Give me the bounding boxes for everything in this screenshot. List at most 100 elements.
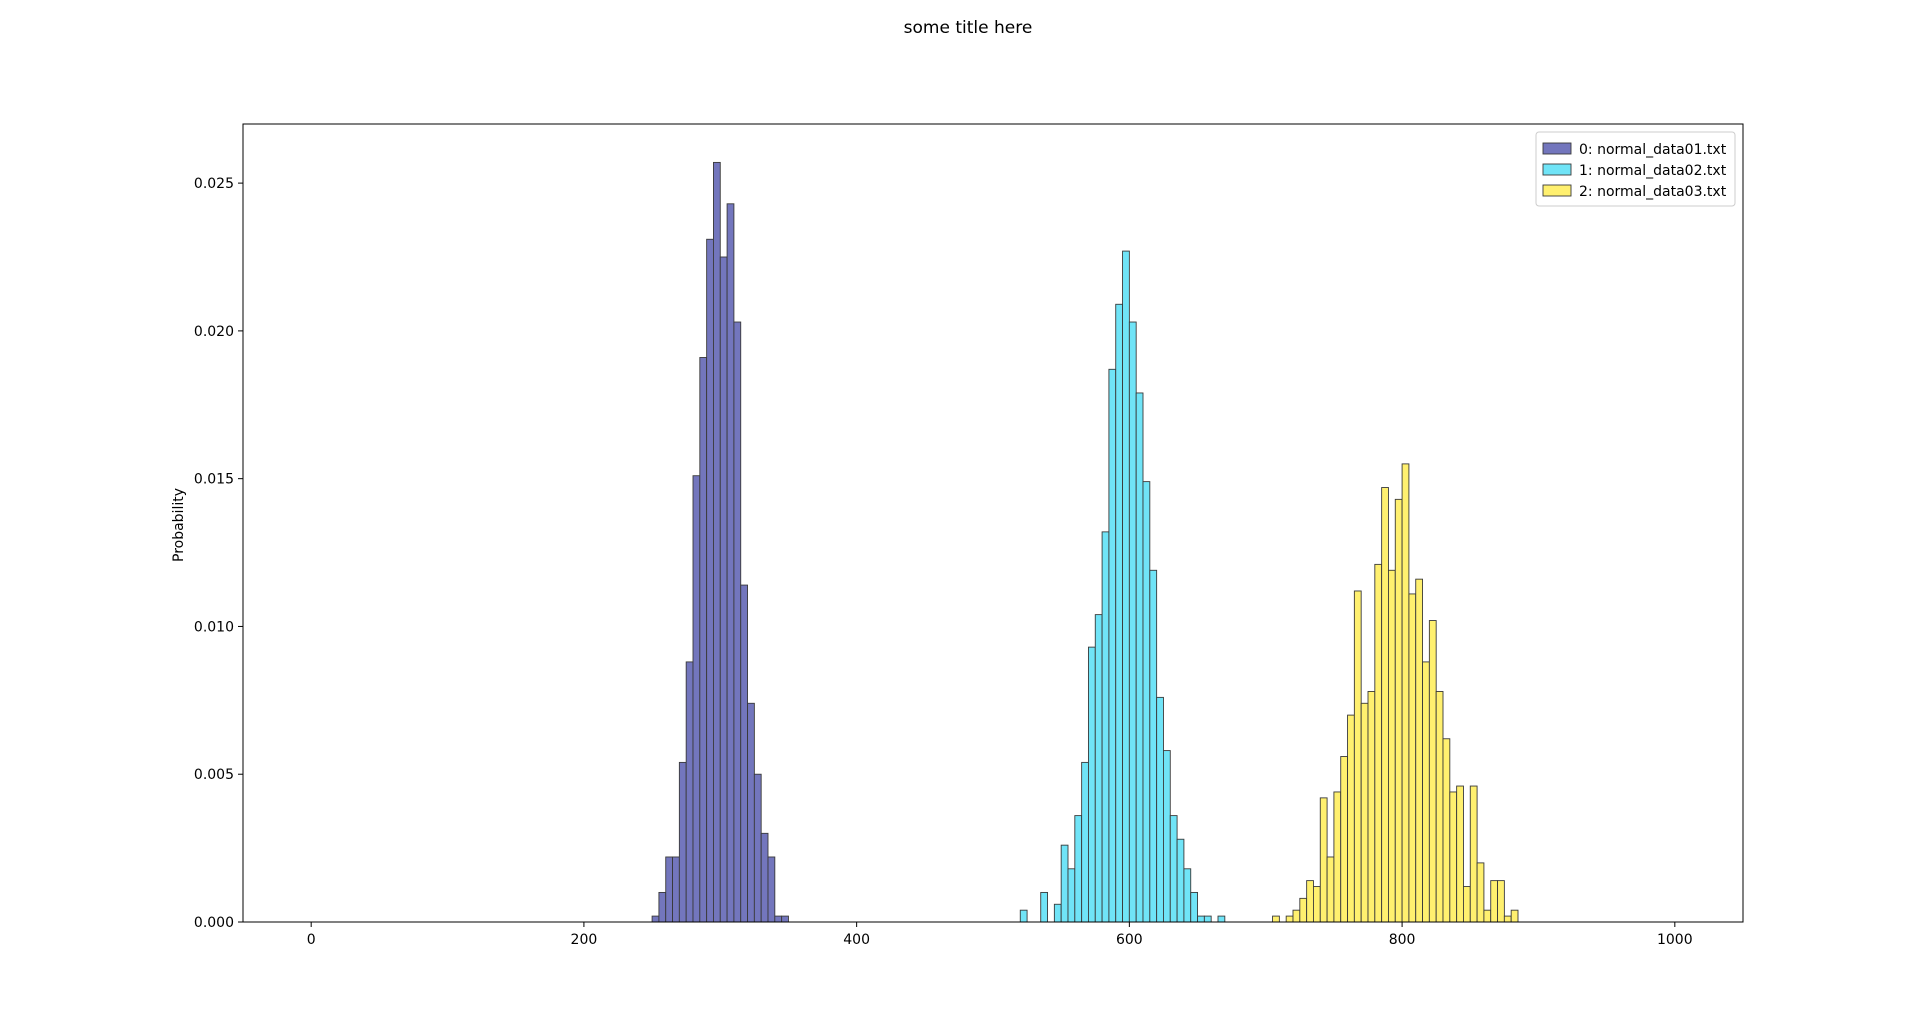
histogram-bar <box>1415 578 1423 923</box>
histogram-bar <box>699 357 708 923</box>
histogram-bar <box>1217 915 1226 923</box>
series-2 <box>1272 463 1519 923</box>
axes-frame <box>242 123 1744 923</box>
histogram-bar <box>774 915 783 923</box>
histogram-bar <box>1476 862 1485 923</box>
histogram-bar <box>1272 915 1280 923</box>
x-tick-label: 400 <box>843 932 870 948</box>
histogram-bar <box>1081 761 1089 923</box>
histogram-bar <box>1122 250 1130 923</box>
axes: 0 200 400 600 800 1000 0.000 0.005 0.010 0.015 0.0… <box>194 123 1744 948</box>
histogram-bar <box>672 856 680 923</box>
histogram-bar <box>1299 897 1308 923</box>
histogram-bar <box>1483 909 1492 923</box>
histogram-bar <box>733 321 742 923</box>
histogram-bar <box>651 915 660 923</box>
histogram-bar <box>1456 785 1464 923</box>
histogram-bar <box>1319 797 1328 923</box>
legend: 0: normal_data01.txt 1: normal_data02.txt… <box>1535 131 1736 207</box>
histogram-bar <box>1312 886 1321 923</box>
legend-swatch <box>1542 184 1572 197</box>
legend-label: 1: normal_data02.txt <box>1579 163 1727 179</box>
histogram-bar <box>1197 915 1205 923</box>
histogram-bar <box>726 203 735 923</box>
histogram-bar <box>1285 915 1294 923</box>
histogram-bar <box>706 238 714 923</box>
histogram-bar <box>1340 756 1348 923</box>
histogram-bar <box>1401 463 1410 923</box>
x-tick-label: 600 <box>1116 932 1143 948</box>
histogram-bar <box>753 773 762 923</box>
histogram-bar <box>1074 815 1083 923</box>
histogram-bar <box>1135 392 1144 923</box>
y-tick-label: 0.025 <box>194 176 234 192</box>
histogram-bar <box>1408 593 1417 923</box>
histogram-bar <box>1462 886 1471 923</box>
histogram-bar <box>781 915 789 923</box>
histogram-bar <box>1169 815 1178 923</box>
histogram-bar <box>1183 868 1192 923</box>
x-tick-label: 1000 <box>1657 932 1693 948</box>
histogram-bar <box>1442 738 1451 923</box>
histogram-bar <box>1203 915 1212 923</box>
histogram-bar <box>1156 696 1164 923</box>
histogram-bar <box>1094 614 1103 923</box>
histogram-bar <box>1394 498 1403 923</box>
histogram-bar <box>1497 880 1505 923</box>
histogram-bar <box>1510 909 1519 923</box>
histogram-bar <box>1128 321 1137 923</box>
histogram-bar <box>1162 750 1171 923</box>
histogram-bar <box>1360 702 1369 923</box>
legend-swatch <box>1542 163 1572 176</box>
legend-box <box>1535 131 1736 207</box>
histogram-bar <box>1374 563 1383 923</box>
histogram-bar <box>1422 661 1430 923</box>
y-tick-label: 0.000 <box>194 915 234 931</box>
histogram-bar <box>767 856 776 923</box>
histogram-bar <box>713 161 721 923</box>
plot-area <box>651 161 1519 923</box>
x-tick-label: 200 <box>571 932 598 948</box>
histogram-bar <box>1490 880 1498 923</box>
legend-label: 0: normal_data01.txt <box>1579 142 1727 158</box>
x-tick-label: 800 <box>1389 932 1416 948</box>
histogram-bar <box>1469 785 1478 923</box>
histogram-bar <box>1381 487 1389 923</box>
histogram-bar <box>1503 915 1512 923</box>
histogram-bar <box>1190 891 1198 923</box>
y-tick-label: 0.005 <box>194 767 234 783</box>
x-tick-label: 0 <box>307 932 316 948</box>
histogram-bar <box>1176 838 1185 923</box>
histogram-bar <box>678 761 687 923</box>
histogram-bar <box>1387 569 1396 923</box>
y-axis-label: Probability <box>171 488 187 562</box>
histogram-bar <box>747 702 755 923</box>
histogram-bar <box>1115 303 1123 923</box>
histogram-bar <box>1108 368 1117 923</box>
y-tick-label: 0.020 <box>194 324 234 340</box>
histogram-bar <box>719 256 728 923</box>
histogram-bar <box>1087 646 1096 923</box>
legend-label: 2: normal_data03.txt <box>1579 184 1727 200</box>
histogram-bar <box>1142 481 1151 923</box>
series-1 <box>1019 250 1226 923</box>
histogram-bar <box>692 475 701 923</box>
histogram-bar <box>740 584 748 923</box>
histogram-bar <box>1053 903 1062 923</box>
series-0 <box>651 161 789 923</box>
histogram-bar <box>1306 880 1314 923</box>
y-tick-label: 0.010 <box>194 619 234 635</box>
histogram-bar <box>760 832 769 923</box>
histogram-bar <box>1067 868 1076 923</box>
histogram-bar <box>1353 590 1362 923</box>
histogram-bar <box>1347 714 1355 923</box>
chart-title: some title here <box>904 18 1033 38</box>
histogram-bar <box>1040 891 1048 923</box>
histogram-bar <box>1101 531 1110 923</box>
histogram-bar <box>1292 909 1301 923</box>
histogram-bar <box>1435 691 1444 923</box>
histogram-bar <box>1019 909 1028 923</box>
histogram-bar <box>685 661 694 923</box>
histogram-bar <box>1428 620 1437 923</box>
